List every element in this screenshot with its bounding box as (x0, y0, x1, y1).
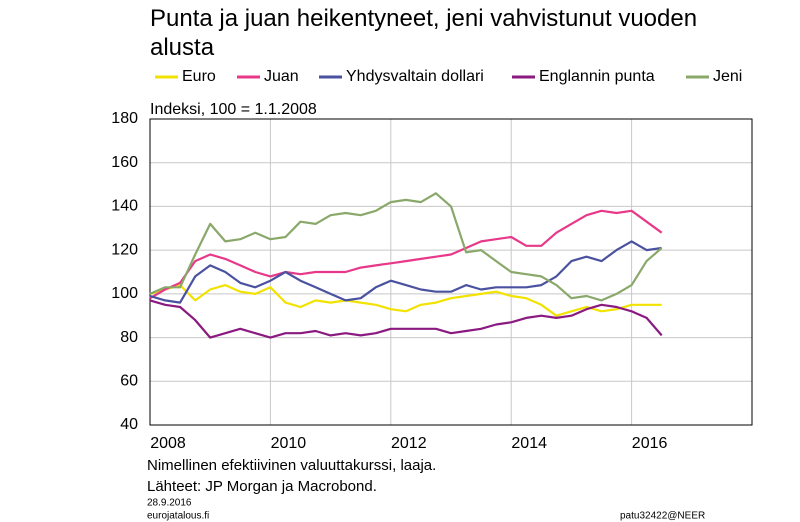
x-tick-label: 2016 (632, 435, 668, 452)
x-tick-label: 2012 (391, 435, 427, 452)
legend-label: Juan (264, 68, 299, 85)
x-tick-label: 2014 (511, 435, 547, 452)
y-tick-label: 180 (111, 110, 138, 127)
y-tick-label: 140 (111, 198, 138, 215)
series-line (149, 284, 662, 317)
legend-label: Englannin punta (539, 68, 655, 85)
y-tick-label: 160 (111, 154, 138, 171)
y-tick-label: 120 (111, 241, 138, 258)
series-line (149, 192, 663, 302)
y-tick-label: 100 (111, 285, 138, 302)
chart-title: Punta ja juan heikentyneet, jeni vahvist… (150, 5, 698, 61)
legend-label: Jeni (713, 68, 742, 85)
source: Lähteet: JP Morgan ja Macrobond. (147, 478, 377, 495)
note: Nimellinen efektiivinen valuuttakurssi, … (147, 457, 436, 474)
x-tick-label: 2008 (150, 435, 186, 452)
y-tick-label: 40 (120, 416, 138, 433)
series-line (149, 240, 662, 304)
code: patu32422@NEER (620, 511, 705, 522)
series-line (149, 299, 663, 339)
y-tick-label: 80 (120, 329, 138, 346)
publisher: eurojatalous.fi (147, 511, 209, 522)
annotation: Indeksi, 100 = 1.1.2008 (150, 101, 317, 118)
legend-label: Yhdysvaltain dollari (346, 68, 484, 85)
y-tick-label: 60 (120, 373, 138, 390)
series-line (149, 209, 663, 300)
legend-label: Euro (182, 68, 216, 85)
x-tick-label: 2010 (271, 435, 307, 452)
plot-frame (149, 118, 753, 426)
date: 28.9.2016 (147, 498, 192, 509)
